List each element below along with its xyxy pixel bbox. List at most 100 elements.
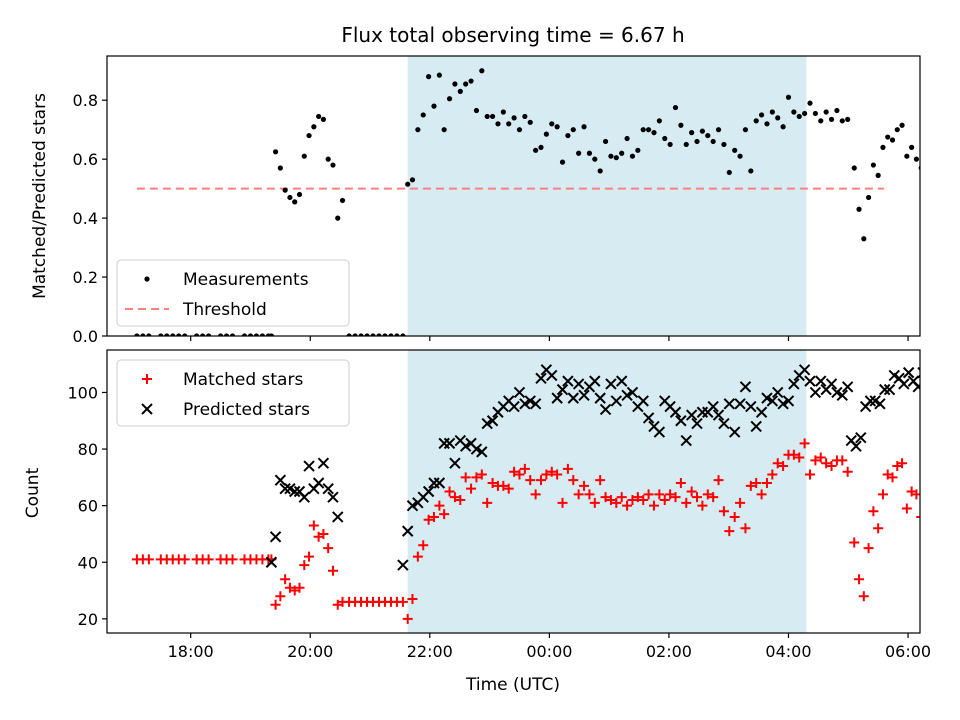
data-point [723,398,736,410]
data-point [415,127,421,133]
data-point [370,333,376,336]
data-point [775,115,781,121]
data-point [785,94,792,100]
data-point [740,523,751,534]
data-point [681,497,692,508]
axes-frame [106,55,921,337]
x-tick-label: 02:00 [646,642,692,661]
data-point [397,596,408,607]
data-point [554,124,560,130]
data-point [253,333,260,336]
data-point [206,333,212,336]
data-point [916,515,920,518]
legend-box [116,259,350,327]
data-point [804,375,816,387]
data-point [812,110,818,117]
data-point [611,497,622,508]
y-tick-label: 0.0 [73,327,98,346]
data-point [330,162,336,168]
data-point [335,215,341,221]
data-point [702,489,713,500]
data-point [358,333,364,336]
data-point [578,389,590,401]
x-axis-label: Time (UTC) [465,675,560,695]
data-point [767,469,778,480]
data-point [460,472,471,483]
data-point [471,472,482,483]
data-point [299,560,310,571]
data-point [406,499,419,512]
data-point [346,333,352,336]
data-point [624,135,630,142]
data-point [457,88,463,94]
data-point [739,381,752,393]
data-point [535,372,547,385]
data-point [433,477,446,489]
data-point [769,109,775,115]
data-point [904,153,910,159]
data-point [552,469,563,480]
data-point [909,144,915,150]
data-point [274,474,287,486]
data-point [311,124,317,130]
data-point [301,153,307,159]
data-point [646,127,652,133]
data-point [143,554,154,565]
data-point [751,478,762,489]
data-point [818,118,824,124]
data-point [858,591,869,602]
data-point [640,127,646,133]
data-point [897,458,908,469]
data-point [778,461,789,472]
data-point [303,460,315,472]
data-point [400,333,406,336]
data-point [176,333,182,336]
data-point [586,150,593,156]
data-point [772,458,783,469]
data-point [707,400,719,413]
data-point [200,333,206,336]
x-tick-label: 22:00 [407,642,453,661]
data-point [495,121,501,127]
data-point [182,333,188,336]
data-point [401,525,414,537]
data-point [761,392,773,404]
data-point [726,169,732,176]
data-point [423,514,434,525]
data-point [584,489,595,500]
data-point [662,135,668,142]
data-point [418,540,429,551]
data-point [426,74,432,80]
data-point [756,489,767,500]
data-point [551,392,563,404]
data-point [705,132,711,139]
data-point [594,392,606,404]
data-point [732,147,738,153]
legend-label: Measurements [183,270,309,290]
data-point [622,500,633,511]
data-point [259,333,266,336]
data-point [288,485,301,498]
data-point [597,168,603,174]
data-point [850,440,862,452]
data-point [913,156,920,162]
data-point [524,395,536,407]
data-point [782,395,795,407]
data-point [506,121,512,127]
data-point [653,426,666,438]
data-point [546,369,558,382]
data-point [562,375,574,387]
data-point [766,395,779,407]
data-point [642,412,655,424]
series-predicted-stars [265,364,920,571]
data-point [750,420,762,433]
data-point [487,478,498,489]
data-point [802,110,808,117]
data-point [473,107,480,114]
data-point [788,449,799,460]
data-point [556,383,569,396]
data-point [164,333,170,336]
data-point [875,172,881,178]
data-point [382,333,388,336]
data-point [452,81,458,87]
